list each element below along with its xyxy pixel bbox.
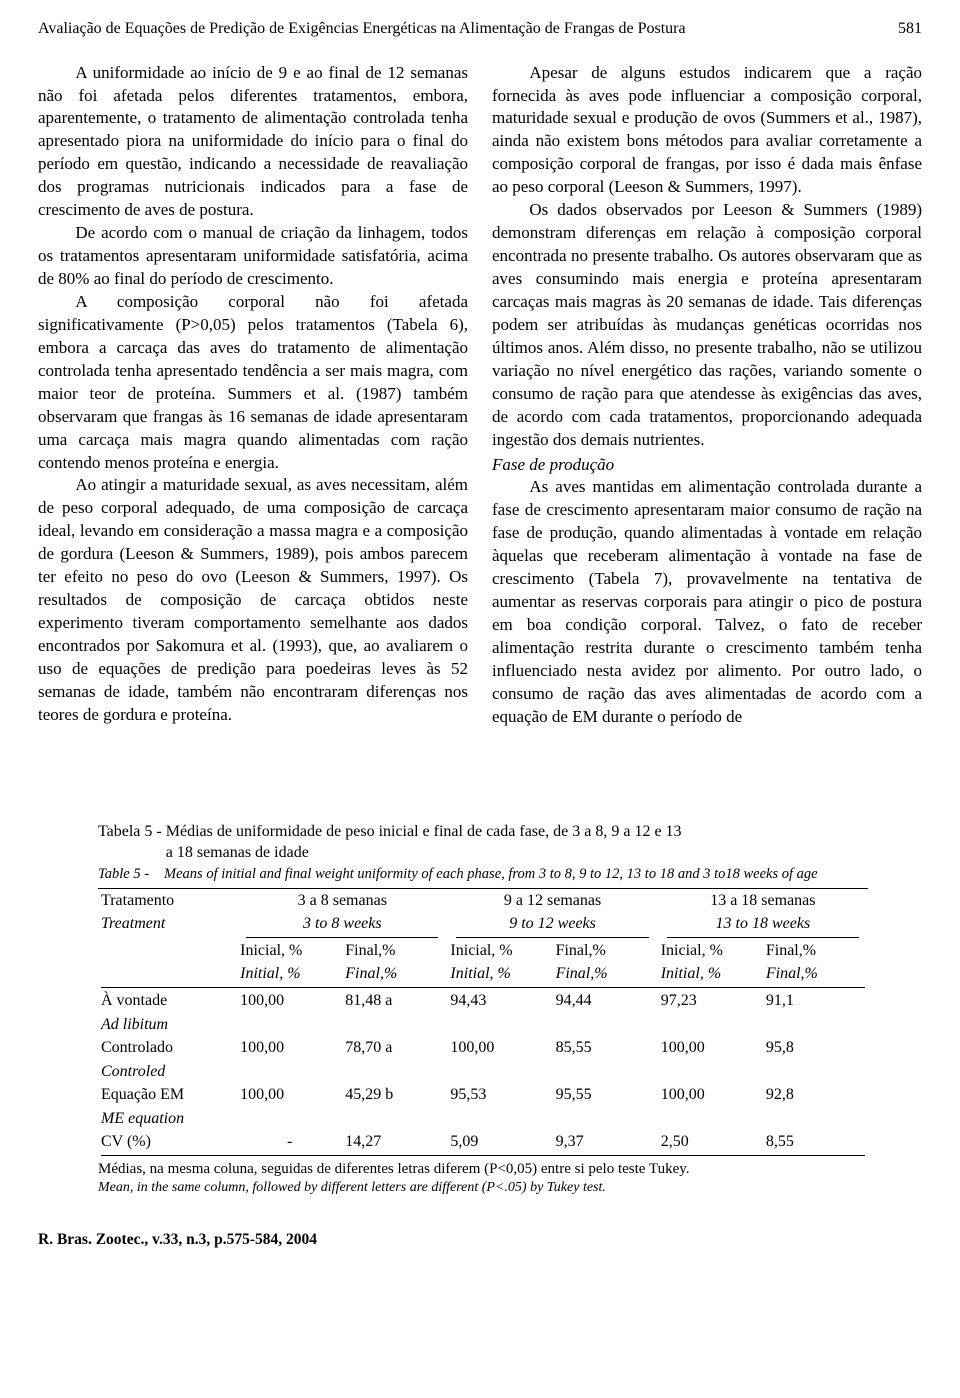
page-number: 581 bbox=[874, 18, 922, 40]
table-row: Controlado 100,00 78,70 a 100,00 85,55 1… bbox=[98, 1036, 868, 1060]
th-phase-en: 13 to 18 weeks bbox=[658, 912, 868, 936]
cell: 8,55 bbox=[763, 1130, 868, 1154]
paragraph: Ao atingir a maturidade sexual, as aves … bbox=[38, 474, 468, 726]
th-treatment-en: Treatment bbox=[98, 912, 237, 936]
paragraph: As aves mantidas em alimentação controla… bbox=[492, 476, 922, 728]
row-label: CV (%) bbox=[98, 1130, 237, 1154]
caption-text: Means of initial and final weight unifor… bbox=[164, 865, 818, 885]
caption-line: Médias de uniformidade de peso inicial e… bbox=[166, 823, 682, 840]
th-final: Final,% bbox=[553, 939, 658, 963]
row-label: À vontade bbox=[98, 989, 237, 1013]
cell: 94,44 bbox=[553, 989, 658, 1013]
th-final-en: Final,% bbox=[763, 962, 868, 986]
paragraph: A composição corporal não foi afetada si… bbox=[38, 291, 468, 475]
th-initial: Inicial, % bbox=[447, 939, 552, 963]
table-row-en: Ad libitum bbox=[98, 1013, 868, 1037]
th-final: Final,% bbox=[342, 939, 447, 963]
th-phase: 3 a 8 semanas bbox=[237, 889, 447, 913]
cell: 95,55 bbox=[553, 1083, 658, 1107]
th-initial: Inicial, % bbox=[658, 939, 763, 963]
body-columns: A uniformidade ao início de 9 e ao final… bbox=[38, 62, 922, 729]
cell: 9,37 bbox=[553, 1130, 658, 1154]
th-final-en: Final,% bbox=[342, 962, 447, 986]
th-initial-en: Initial, % bbox=[658, 962, 763, 986]
subrule bbox=[246, 937, 438, 938]
caption-text: Médias de uniformidade de peso inicial e… bbox=[166, 821, 682, 864]
rule bbox=[101, 1155, 865, 1156]
row-label: Controlado bbox=[98, 1036, 237, 1060]
section-heading: Fase de produção bbox=[492, 454, 922, 477]
table-row: À vontade 100,00 81,48 a 94,43 94,44 97,… bbox=[98, 989, 868, 1013]
cell: 100,00 bbox=[237, 989, 342, 1013]
cell: 95,8 bbox=[763, 1036, 868, 1060]
paragraph: Apesar de alguns estudos indicarem que a… bbox=[492, 62, 922, 200]
left-column: A uniformidade ao início de 9 e ao final… bbox=[38, 62, 468, 729]
cell: 81,48 a bbox=[342, 989, 447, 1013]
table-row-en: ME equation bbox=[98, 1107, 868, 1131]
cell: 100,00 bbox=[447, 1036, 552, 1060]
cell: 95,53 bbox=[447, 1083, 552, 1107]
cell: - bbox=[237, 1130, 342, 1154]
caption-line: Means of initial and final weight unifor… bbox=[164, 866, 700, 882]
table-rule-row bbox=[98, 1154, 868, 1157]
rule bbox=[101, 987, 865, 988]
th-phase-en: 3 to 8 weeks bbox=[237, 912, 447, 936]
table-row-en: Controled bbox=[98, 1060, 868, 1084]
table-subheader-row: Inicial, % Final,% Inicial, % Final,% In… bbox=[98, 939, 868, 963]
caption-label: Tabela 5 - bbox=[98, 821, 162, 864]
cell: 85,55 bbox=[553, 1036, 658, 1060]
table-row: Equação EM 100,00 45,29 b 95,53 95,55 10… bbox=[98, 1083, 868, 1107]
caption-line: a 18 semanas de idade bbox=[166, 842, 682, 864]
paragraph: A uniformidade ao início de 9 e ao final… bbox=[38, 62, 468, 223]
row-label-en: Controled bbox=[98, 1060, 237, 1084]
row-label-en: Ad libitum bbox=[98, 1013, 237, 1037]
table-5: Tabela 5 - Médias de uniformidade de pes… bbox=[38, 821, 922, 1198]
table-row: CV (%) - 14,27 5,09 9,37 2,50 8,55 bbox=[98, 1130, 868, 1154]
th-initial: Inicial, % bbox=[237, 939, 342, 963]
cell: 100,00 bbox=[658, 1036, 763, 1060]
th-phase: 9 a 12 semanas bbox=[447, 889, 657, 913]
table-footnote-pt: Médias, na mesma coluna, seguidas de dif… bbox=[98, 1159, 868, 1179]
th-final-en: Final,% bbox=[553, 962, 658, 986]
th-initial-en: Initial, % bbox=[447, 962, 552, 986]
row-label-en: ME equation bbox=[98, 1107, 237, 1131]
cell: 45,29 b bbox=[342, 1083, 447, 1107]
subrule bbox=[456, 937, 648, 938]
running-header: Avaliação de Equações de Predição de Exi… bbox=[38, 18, 922, 40]
cell: 97,23 bbox=[658, 989, 763, 1013]
table-subheader-row-en: Initial, % Final,% Initial, % Final,% In… bbox=[98, 962, 868, 986]
th-phase: 13 a 18 semanas bbox=[658, 889, 868, 913]
table-footnote-en: Mean, in the same column, followed by di… bbox=[98, 1179, 868, 1198]
journal-footer: R. Bras. Zootec., v.33, n.3, p.575-584, … bbox=[38, 1230, 922, 1251]
cell: 92,8 bbox=[763, 1083, 868, 1107]
subrule bbox=[667, 937, 859, 938]
cell: 2,50 bbox=[658, 1130, 763, 1154]
cell: 100,00 bbox=[658, 1083, 763, 1107]
cell: 78,70 a bbox=[342, 1036, 447, 1060]
th-final: Final,% bbox=[763, 939, 868, 963]
right-column: Apesar de alguns estudos indicarem que a… bbox=[492, 62, 922, 729]
th-treatment: Tratamento bbox=[98, 889, 237, 913]
table-caption-pt: Tabela 5 - Médias de uniformidade de pes… bbox=[98, 821, 868, 864]
caption-line: 3 to18 weeks of age bbox=[703, 866, 817, 882]
th-phase-en: 9 to 12 weeks bbox=[447, 912, 657, 936]
paragraph: Os dados observados por Leeson & Summers… bbox=[492, 199, 922, 451]
table-header-row: Tratamento 3 a 8 semanas 9 a 12 semanas … bbox=[98, 889, 868, 913]
paragraph: De acordo com o manual de criação da lin… bbox=[38, 222, 468, 291]
cell: 100,00 bbox=[237, 1036, 342, 1060]
table-header-row-en: Treatment 3 to 8 weeks 9 to 12 weeks 13 … bbox=[98, 912, 868, 936]
table-caption-en: Table 5 - Means of initial and final wei… bbox=[98, 865, 868, 885]
cell: 5,09 bbox=[447, 1130, 552, 1154]
cell: 91,1 bbox=[763, 989, 868, 1013]
running-title: Avaliação de Equações de Predição de Exi… bbox=[38, 18, 874, 40]
row-label: Equação EM bbox=[98, 1083, 237, 1107]
cell: 14,27 bbox=[342, 1130, 447, 1154]
data-table: Tratamento 3 a 8 semanas 9 a 12 semanas … bbox=[98, 889, 868, 1158]
caption-label: Table 5 - bbox=[98, 865, 149, 885]
cell: 100,00 bbox=[237, 1083, 342, 1107]
cell: 94,43 bbox=[447, 989, 552, 1013]
th-initial-en: Initial, % bbox=[237, 962, 342, 986]
